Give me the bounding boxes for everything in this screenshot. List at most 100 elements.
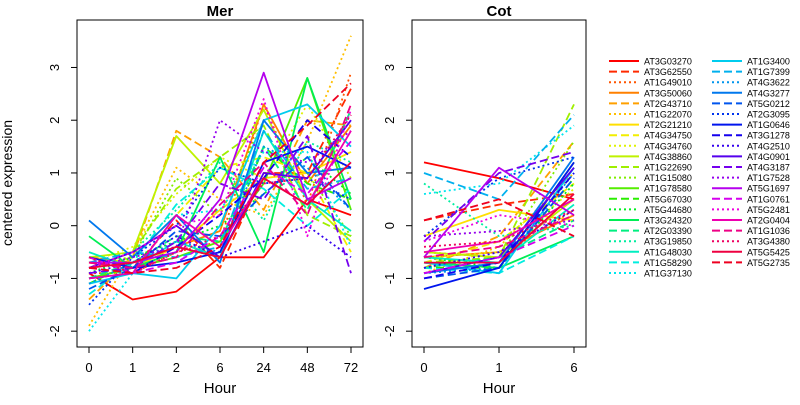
series-line-at2g3095 (423, 156, 575, 237)
y-tick-label: 3 (382, 64, 397, 71)
legend-label: AT5G67030 (644, 194, 692, 204)
legend-label: AT2G03390 (644, 226, 692, 236)
y-tick-label: 2 (47, 117, 62, 124)
y-tick-label: 0 (47, 222, 62, 229)
legend-label: AT1G3400 (747, 57, 790, 67)
series-line-at2g43710 (423, 140, 575, 269)
legend-label: AT5G2735 (747, 258, 790, 268)
y-tick-label: 0 (382, 222, 397, 229)
x-tick-label: 48 (300, 360, 314, 375)
series-line-at1g37130 (423, 124, 575, 195)
x-tick-label: 6 (570, 360, 577, 375)
legend-label: AT5G44680 (644, 205, 692, 215)
series-line-at1g1036 (88, 104, 352, 269)
legend-label: AT1G48030 (644, 247, 692, 257)
x-tick-label: 1 (495, 360, 502, 375)
legend-label: AT1G78580 (644, 184, 692, 194)
x-tick-label: 0 (85, 360, 92, 375)
x-tick-label: 24 (256, 360, 270, 375)
panel-title: Cot (487, 3, 512, 20)
legend-label: AT1G22070 (644, 110, 692, 120)
legend-label: AT1G1036 (747, 226, 790, 236)
y-tick-label: -2 (382, 325, 397, 337)
y-tick-label: 2 (382, 117, 397, 124)
series-line-at1g1036 (423, 214, 575, 259)
series-line-at3g19850 (423, 182, 575, 238)
legend-label: AT1G0761 (747, 194, 790, 204)
series-line-at1g3400 (423, 167, 575, 275)
series-line-at1g37130 (88, 150, 352, 332)
series-line-at1g7399 (423, 114, 575, 201)
y-tick-label: 1 (382, 169, 397, 176)
legend-label: AT1G22690 (644, 163, 692, 173)
legend-label: AT4G3277 (747, 88, 790, 98)
legend-label: AT5G0212 (747, 99, 790, 109)
legend-label: AT1G0646 (747, 120, 790, 130)
series-line-at4g3277 (88, 119, 352, 264)
x-tick-label: 6 (216, 360, 223, 375)
legend: AT3G03270AT3G62550AT1G49010AT3G50060AT2G… (609, 57, 790, 279)
y-tick-label: 1 (47, 169, 62, 176)
series-line-at5g5425 (88, 161, 352, 269)
series-line-at1g22690 (88, 124, 352, 269)
legend-label: AT2G0404 (747, 216, 790, 226)
legend-label: AT4G38860 (644, 152, 692, 162)
panel-cot: Cot 0 1 6 Hour -2 -1 0 1 2 3 (382, 3, 587, 397)
series-line-at1g0761 (423, 224, 575, 275)
panel-mer: Mer 0 1 2 6 24 48 72 Hour -2 -1 0 1 2 3 (47, 3, 364, 397)
series-line-at3g1278 (88, 119, 352, 280)
legend-label: AT4G3187 (747, 163, 790, 173)
y-axis-label: centered expression (0, 120, 15, 246)
legend-label: AT4G3622 (747, 78, 790, 88)
series-line-at5g2735 (88, 82, 352, 275)
legend-label: AT4G34750 (644, 131, 692, 141)
y-tick-label: 3 (47, 64, 62, 71)
legend-label: AT2G3095 (747, 110, 790, 120)
legend-label: AT5G1697 (747, 184, 790, 194)
legend-label: AT5G2481 (747, 205, 790, 215)
legend-label: AT5G5425 (747, 247, 790, 257)
panel-title: Mer (207, 3, 234, 20)
legend-label: AT1G49010 (644, 78, 692, 88)
series-line-at5g2735 (423, 198, 575, 238)
legend-label: AT3G24320 (644, 216, 692, 226)
series-line-at4g3187 (423, 151, 575, 243)
series-group (88, 35, 352, 332)
legend-label: AT4G34760 (644, 141, 692, 151)
legend-label: AT3G19850 (644, 237, 692, 247)
series-line-at5g1697 (423, 166, 575, 258)
series-line-at3g4380 (423, 209, 575, 248)
y-tick-label: -1 (382, 273, 397, 285)
series-line-at5g5425 (424, 193, 575, 264)
series-line-at1g0646 (88, 145, 352, 269)
series-line-at3g4380 (88, 114, 352, 275)
x-tick-label: 72 (344, 360, 358, 375)
x-axis-label: Hour (204, 380, 237, 397)
legend-label: AT3G50060 (644, 88, 692, 98)
series-line-at4g3187 (88, 135, 352, 275)
legend-label: AT2G43710 (644, 99, 692, 109)
x-tick-label: 2 (173, 360, 180, 375)
legend-label: AT3G62550 (644, 67, 692, 77)
legend-label: AT4G2510 (747, 141, 790, 151)
legend-label: AT4G0901 (747, 152, 790, 162)
x-axis-label: Hour (483, 380, 516, 397)
series-line-at3g62550 (88, 88, 352, 269)
legend-label: AT3G4380 (747, 237, 790, 247)
legend-label: AT1G37130 (644, 269, 692, 279)
x-tick-label: 0 (420, 360, 427, 375)
series-line-at5g2481 (88, 98, 352, 269)
legend-label: AT1G7399 (747, 67, 790, 77)
legend-label: AT1G15080 (644, 173, 692, 183)
x-tick-label: 1 (129, 360, 136, 375)
legend-label: AT2G21210 (644, 120, 692, 130)
y-tick-label: -1 (47, 273, 62, 285)
legend-label: AT1G7528 (747, 173, 790, 183)
legend-label: AT1G58290 (644, 258, 692, 268)
legend-label: AT3G03270 (644, 57, 692, 67)
legend-label: AT3G1278 (747, 131, 790, 141)
y-tick-label: -2 (47, 325, 62, 337)
series-line-at5g2481 (423, 214, 575, 243)
